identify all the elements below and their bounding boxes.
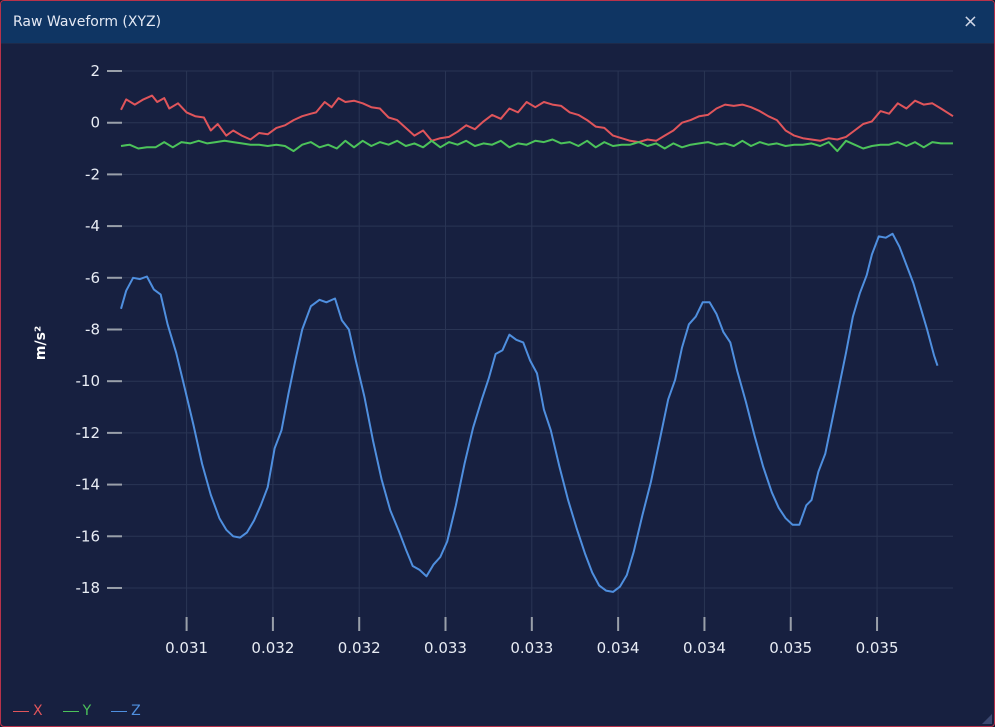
y-axis-label: m/s² <box>33 326 49 360</box>
window-title: Raw Waveform (XYZ) <box>13 14 162 30</box>
x-tick-label: 0.035 <box>856 639 899 657</box>
series-line-x <box>120 94 954 144</box>
y-tick-label: -8 <box>85 320 100 338</box>
legend-swatch-y <box>62 710 79 712</box>
legend-swatch-x <box>13 710 29 712</box>
legend-label-y: Y <box>82 703 92 719</box>
y-tick-label: -12 <box>76 424 101 442</box>
y-tick-label: -16 <box>76 527 101 545</box>
axes: 2 0 -2 -4 -6 -8 -10 -12 -14 -16 -18 0.031 0.032 0.032… <box>76 62 899 657</box>
resize-grip[interactable] <box>982 714 992 724</box>
close-icon[interactable]: × <box>962 11 978 32</box>
y-tick-label: -14 <box>76 476 101 494</box>
y-tick-label: 2 <box>90 62 100 80</box>
chart-legend: X Y Z <box>13 701 141 721</box>
x-tick-label: 0.034 <box>597 639 640 657</box>
y-tick-label: -10 <box>76 372 101 390</box>
series-lines <box>120 94 954 593</box>
legend-item-y[interactable]: Y <box>62 701 92 721</box>
x-tick-label: 0.035 <box>769 639 812 657</box>
legend-item-z[interactable]: Z <box>111 701 141 721</box>
legend-item-x[interactable]: X <box>13 701 43 721</box>
legend-label-z: Z <box>131 703 141 719</box>
y-tick-label: -18 <box>76 579 101 597</box>
series-line-y <box>120 138 953 153</box>
y-tick-label: -2 <box>85 165 100 183</box>
x-tick-label: 0.033 <box>424 639 467 657</box>
x-tick-label: 0.031 <box>165 639 208 657</box>
x-tick-label: 0.033 <box>510 639 553 657</box>
y-tick-label: -4 <box>85 217 100 235</box>
title-bar: Raw Waveform (XYZ) × <box>1 1 994 44</box>
y-tick-label: 0 <box>90 114 100 132</box>
legend-swatch-z <box>111 710 128 712</box>
legend-label-x: X <box>33 703 43 719</box>
x-tick-label: 0.032 <box>338 639 381 657</box>
x-tick-label: 0.032 <box>251 639 294 657</box>
grid-lines <box>121 70 953 619</box>
x-tick-label: 0.034 <box>683 639 726 657</box>
y-tick-label: -6 <box>85 269 100 287</box>
series-line-z <box>120 232 939 593</box>
